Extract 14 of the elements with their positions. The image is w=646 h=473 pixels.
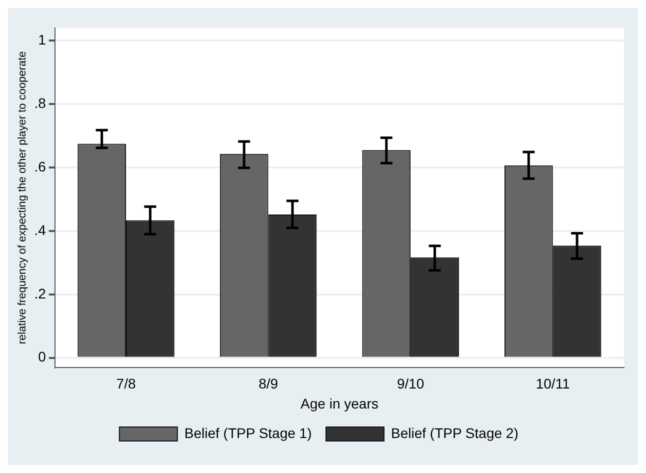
x-tick-label: 8/9 xyxy=(258,376,278,392)
y-tick-label: 0 xyxy=(38,348,46,365)
y-axis-title: relative frequency of expecting the other player to cooperate xyxy=(16,51,29,344)
y-tick-label: .4 xyxy=(34,222,46,238)
x-tick-label: 7/8 xyxy=(116,376,136,392)
y-tick-label: 1 xyxy=(38,32,46,48)
legend-label: Belief (TPP Stage 2) xyxy=(391,424,518,441)
x-axis-title: Age in years xyxy=(300,395,378,412)
y-tick-label: .8 xyxy=(34,94,46,111)
x-tick-label: 10/11 xyxy=(536,376,570,392)
legend-label: Belief (TPP Stage 1) xyxy=(184,424,312,441)
x-tick-label: 9/10 xyxy=(396,376,424,392)
y-tick-label: .6 xyxy=(34,158,46,174)
y-tick-label: .2 xyxy=(34,285,46,302)
